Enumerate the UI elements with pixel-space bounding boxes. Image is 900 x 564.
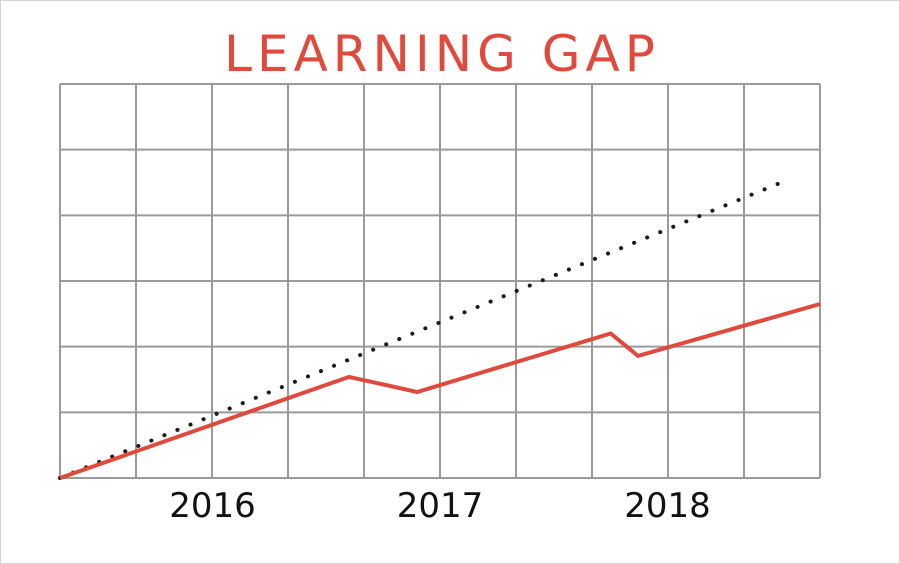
x-tick-label: 2018 — [624, 486, 711, 526]
x-tick-label: 2017 — [397, 486, 484, 526]
series-line-dotted — [58, 180, 784, 480]
series-line-solid — [59, 302, 821, 480]
x-axis-ticks: 2016 2017 2018 — [169, 486, 711, 526]
series-layer — [58, 180, 821, 480]
grid — [59, 83, 821, 479]
x-tick-label: 2016 — [169, 486, 256, 526]
chart-title: LEARNING GAP — [224, 25, 660, 83]
